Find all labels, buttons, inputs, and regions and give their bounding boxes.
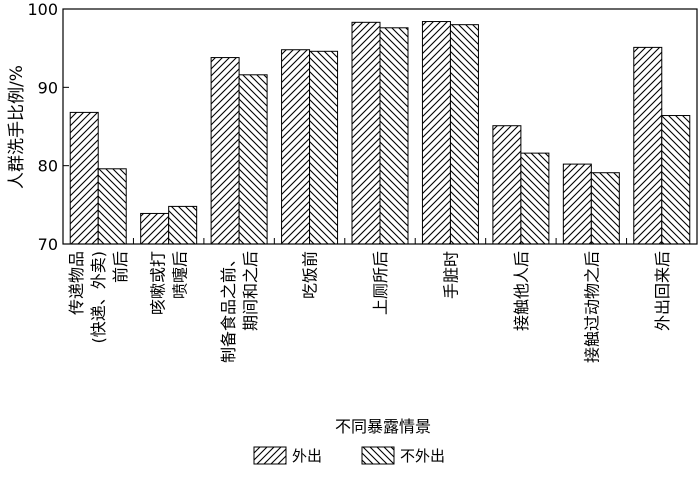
bar-no-outing-8 [590, 172, 620, 245]
bar-outing-1 [69, 111, 99, 245]
bar-no-outing-3 [238, 74, 268, 245]
bar-no-outing-9 [661, 115, 691, 245]
bar-outing-7 [492, 125, 522, 245]
x-category-label-8-line-1: 接触过动物之后 [582, 251, 601, 363]
bar-no-outing-2 [168, 205, 198, 245]
bar-no-outing-1 [97, 168, 127, 245]
plot-frame [62, 8, 698, 245]
legend-label-outing: 外出 [292, 447, 322, 465]
x-axis-title: 不同暴露情景 [335, 417, 431, 436]
y-tick-label-100: 100 [27, 0, 58, 19]
bar-outing-4 [281, 49, 311, 245]
bar-outing-2 [140, 212, 170, 245]
x-category-label-3-line-1: 制备食品之前、 [219, 251, 238, 363]
x-category-label-1-line-3: 前后 [111, 251, 130, 283]
legend-label-no-outing: 不外出 [400, 447, 445, 465]
y-tick-label-80: 80 [38, 157, 58, 176]
x-category-label-5-line-1: 上厕所后 [371, 251, 390, 315]
y-tick-label-70: 70 [38, 235, 58, 254]
x-category-label-7-line-1: 接触他人后 [512, 251, 531, 331]
x-category-label-4-line-1: 吃饭前 [301, 251, 320, 299]
x-category-label-1-line-2: (快递、外卖) [89, 251, 108, 344]
x-category-label-2-line-1: 咳嗽或打 [149, 251, 168, 315]
legend-swatch-no-outing [361, 446, 395, 465]
bar-outing-3 [210, 57, 240, 245]
x-category-label-2-line-2: 喷嚏后 [171, 251, 190, 299]
bar-outing-5 [351, 21, 381, 245]
legend: 外出 不外出 [253, 446, 445, 465]
y-tick-label-90: 90 [38, 78, 58, 97]
bar-no-outing-7 [520, 152, 550, 245]
x-category-label-9-line-1: 外出回来后 [653, 251, 672, 331]
bar-no-outing-6 [449, 24, 479, 245]
x-category-label-1-line-1: 传递物品 [67, 251, 86, 315]
legend-swatch-outing [253, 446, 287, 465]
x-category-label-3-line-2: 期间和之后 [241, 251, 260, 331]
bar-outing-8 [562, 163, 592, 245]
y-axis-title: 人群洗手比例/% [7, 65, 27, 189]
bar-no-outing-4 [309, 50, 339, 245]
bar-outing-6 [421, 21, 451, 245]
x-category-label-6-line-1: 手脏时 [441, 251, 460, 299]
plot-area: 70 80 90 100 传递物品 (快递、外卖) 前后 咳嗽或打 喷嚏后 制备食品之前、 期间和之… [27, 0, 698, 363]
bar-no-outing-5 [379, 27, 409, 245]
bar-outing-9 [633, 46, 663, 245]
